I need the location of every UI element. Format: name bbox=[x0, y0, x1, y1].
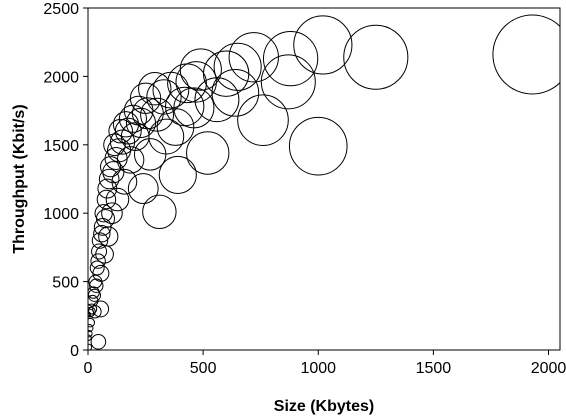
data-point bbox=[97, 178, 118, 199]
x-tick-label: 1500 bbox=[416, 360, 452, 377]
data-point bbox=[103, 133, 126, 157]
data-point bbox=[88, 303, 98, 315]
data-point bbox=[88, 317, 96, 328]
data-point bbox=[175, 61, 217, 103]
data-point bbox=[228, 32, 279, 83]
data-point bbox=[211, 68, 260, 117]
data-point bbox=[112, 111, 140, 138]
x-tick-label: 2000 bbox=[531, 360, 566, 377]
data-point bbox=[105, 187, 130, 212]
data-point bbox=[93, 217, 112, 236]
x-tick-label: 0 bbox=[84, 360, 93, 377]
data-point bbox=[158, 155, 197, 194]
data-point bbox=[90, 333, 107, 350]
data-point bbox=[194, 77, 240, 123]
data-point bbox=[133, 138, 167, 171]
data-point bbox=[262, 30, 319, 87]
data-point bbox=[173, 87, 215, 129]
y-axis-title: Throughput (Kbit/s) bbox=[11, 104, 28, 253]
data-point bbox=[108, 118, 133, 144]
data-point bbox=[89, 278, 104, 293]
data-point bbox=[100, 156, 122, 178]
y-tick-label: 1000 bbox=[43, 206, 79, 223]
plot-frame bbox=[87, 7, 561, 351]
data-point bbox=[91, 232, 109, 249]
y-tick-label: 500 bbox=[52, 275, 79, 292]
data-point bbox=[96, 189, 117, 210]
data-point bbox=[88, 274, 103, 289]
data-point bbox=[492, 14, 560, 95]
y-tick-label: 1500 bbox=[43, 138, 79, 155]
data-point bbox=[92, 300, 110, 318]
data-point bbox=[213, 42, 262, 91]
data-point bbox=[98, 168, 120, 190]
data-point bbox=[88, 286, 100, 299]
x-tick-label: 500 bbox=[190, 360, 217, 377]
data-point bbox=[293, 15, 353, 75]
y-tick-label: 2500 bbox=[43, 1, 79, 18]
x-tick-label: 1000 bbox=[300, 360, 336, 377]
data-point bbox=[152, 71, 190, 109]
data-point bbox=[148, 118, 185, 155]
data-point bbox=[164, 86, 205, 127]
axis-ticks: 0 500 1000 1500 2000 0 500 1000 1500 2000 2500 bbox=[43, 1, 566, 377]
data-point bbox=[156, 108, 195, 146]
data-point bbox=[260, 54, 316, 110]
data-point bbox=[142, 194, 177, 230]
data-point bbox=[89, 260, 105, 276]
data-point bbox=[288, 116, 348, 176]
data-point bbox=[140, 97, 175, 132]
data-point bbox=[237, 94, 289, 146]
data-point bbox=[127, 173, 159, 204]
data-point bbox=[167, 63, 207, 104]
data-point bbox=[91, 243, 108, 260]
data-point bbox=[202, 50, 250, 97]
y-tick-label: 0 bbox=[70, 343, 79, 360]
data-point bbox=[186, 131, 230, 175]
data-point bbox=[90, 253, 106, 269]
data-point bbox=[88, 329, 93, 338]
data-point bbox=[88, 343, 93, 350]
data-point bbox=[146, 79, 182, 115]
data-point bbox=[138, 72, 172, 106]
data-point bbox=[111, 168, 138, 195]
data-point bbox=[88, 323, 94, 333]
data-point bbox=[101, 202, 123, 225]
data-point bbox=[98, 226, 119, 247]
plot-area bbox=[88, 14, 560, 350]
y-tick-label: 2000 bbox=[43, 69, 79, 86]
data-point bbox=[93, 225, 111, 243]
x-axis-title: Size (Kbytes) bbox=[274, 398, 374, 415]
data-point bbox=[94, 204, 113, 223]
data-point bbox=[343, 24, 409, 90]
